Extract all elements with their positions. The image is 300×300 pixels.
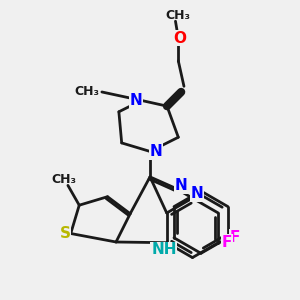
Text: F: F: [230, 230, 240, 245]
Text: CH₃: CH₃: [51, 173, 76, 186]
Text: CH₃: CH₃: [166, 9, 191, 22]
Text: F: F: [221, 235, 232, 250]
Text: CH₃: CH₃: [74, 85, 99, 98]
Text: N: N: [190, 186, 203, 201]
Text: O: O: [173, 31, 186, 46]
Text: N: N: [149, 144, 162, 159]
Text: N: N: [175, 178, 188, 193]
Text: N: N: [130, 93, 142, 108]
Text: NH: NH: [151, 242, 177, 257]
Text: S: S: [60, 226, 70, 241]
